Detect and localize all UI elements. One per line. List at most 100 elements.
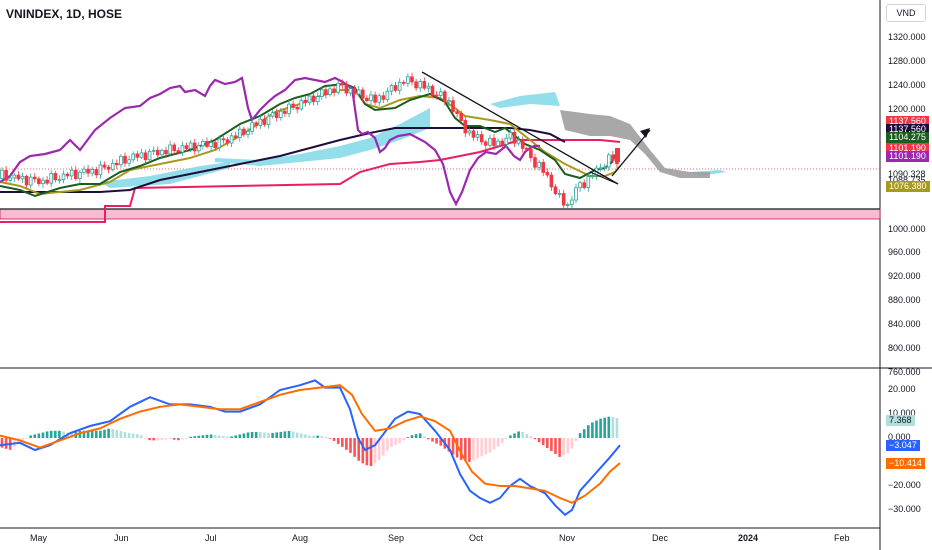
macd-histogram-bar [78,430,82,438]
macd-histogram-bar [377,438,381,461]
macd-histogram-bar [324,437,328,438]
price-axis-label: 1088.735 [888,174,926,185]
candle [65,173,70,177]
macd-histogram-bar [160,438,164,441]
candle [311,95,316,103]
candle [221,138,226,141]
macd-histogram-bar [373,438,377,464]
macd-histogram-bar [193,436,196,438]
price-pane[interactable] [0,71,881,223]
macd-histogram-bar [152,438,155,441]
signal-line [0,384,621,504]
macd-histogram-bar [562,438,565,456]
macd-histogram-bar [570,438,574,449]
price-axis-label: 1320.000 [888,31,926,42]
candle [299,99,304,110]
candle [566,204,570,206]
candle [192,142,197,152]
macd-histogram-bar [472,438,475,461]
macd-histogram-bar [447,438,451,452]
macd-histogram-bar [168,438,172,440]
price-badge: 1101.190 [886,143,929,155]
macd-histogram-bar [287,430,291,438]
macd-histogram-bar [13,438,16,447]
price-axis-label: 800.000 [888,343,921,354]
macd-histogram-bar [476,438,479,459]
macd-histogram-bar [418,433,422,438]
macd-histogram-bar [33,434,37,438]
candle [184,145,189,149]
macd-histogram-bar [517,431,520,438]
macd-histogram-bar [533,438,537,440]
macd-histogram-bar [308,435,311,438]
macd-histogram-bar [509,435,512,438]
price-badge: 1101.190 [886,151,929,163]
candle [615,148,620,162]
macd-histogram-bar [332,438,336,441]
time-axis-label: Feb [834,533,850,543]
candle [455,111,459,114]
candle [574,187,578,201]
candle [414,81,418,89]
candle [33,176,37,180]
macd-histogram-bar [86,430,90,438]
kumo-cloud-bullish [215,108,430,166]
macd-histogram-bar [599,418,602,438]
macd-histogram-bar [554,438,557,454]
price-axis-label: 760.000 [888,367,921,378]
candle [483,141,488,146]
candle [278,110,283,118]
candle [520,139,525,149]
candle [151,149,156,152]
chart-title: VNINDEX, 1D, HOSE [6,7,123,21]
support-zone [0,208,881,220]
macd-histogram-bar [107,428,110,438]
macd-histogram-bar [435,438,438,444]
candle [164,149,168,155]
macd-histogram-bar [369,438,373,467]
candle [475,134,480,138]
currency-selector[interactable]: VND [886,4,926,22]
macd-histogram-bar [82,430,86,438]
kijun-line [0,89,621,196]
macd-histogram-bar [49,430,53,438]
price-axis-label: 1000.000 [888,223,926,234]
price-badge: 1137.560 [886,115,929,127]
macd-histogram-bar [148,438,151,441]
macd-badge: −10.414 [886,457,925,469]
candle [406,76,410,84]
candle [356,89,361,95]
macd-histogram-bar [312,435,315,438]
candle [541,161,545,173]
candle [119,155,123,166]
candle [533,157,537,168]
candle [115,162,119,166]
macd-histogram-bar [213,435,217,438]
macd-histogram-bar [123,432,127,438]
macd-histogram-bar [54,430,57,438]
candle [307,95,312,103]
macd-pane[interactable] [0,379,621,517]
candle [578,182,582,189]
price-axis-label: 1090.328 [888,169,926,180]
macd-histogram-bar [218,435,221,438]
candle [410,76,414,83]
macd-histogram-bar [402,438,406,441]
macd-histogram-bar [341,438,344,447]
candle [582,182,586,188]
macd-histogram-bar [382,438,385,456]
candle [336,82,340,93]
candle [270,112,275,117]
projection-arrow [611,129,651,177]
macd-histogram-bar [234,435,237,438]
macd-histogram-bar [574,438,578,441]
candle [303,99,308,103]
macd-histogram-bar [185,438,188,439]
kumo-cloud-bearish [560,110,710,178]
candle [418,81,422,89]
candle [98,164,103,176]
candle [344,84,349,94]
macd-histogram-bar [99,430,102,438]
candle [377,95,381,103]
